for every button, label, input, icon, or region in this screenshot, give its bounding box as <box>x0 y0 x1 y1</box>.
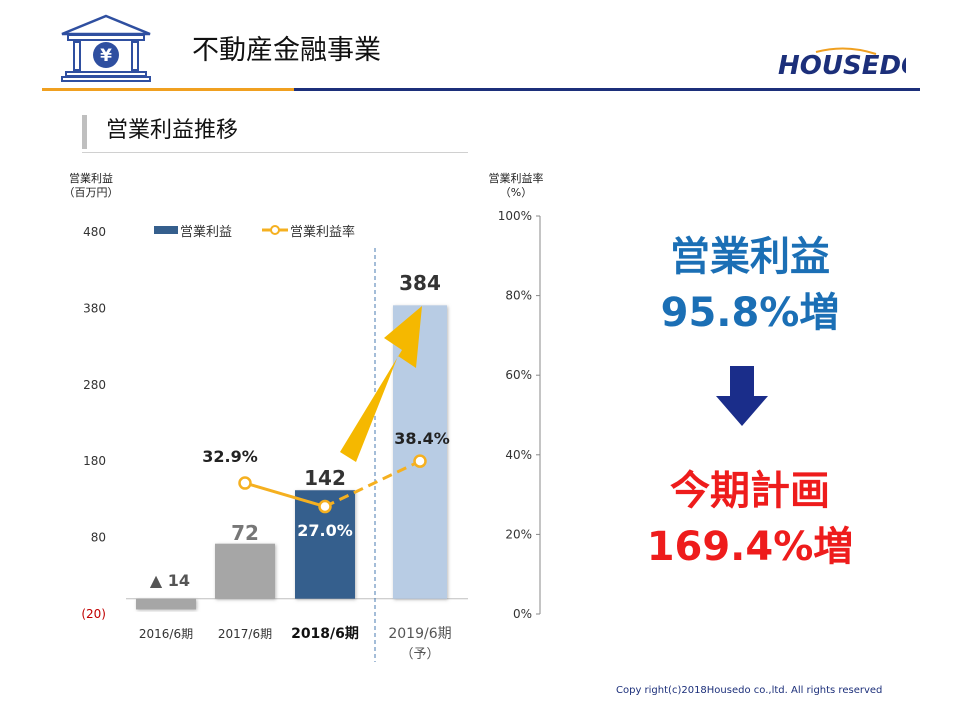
bar-value-label: 384 <box>399 271 441 295</box>
header-rule-navy <box>294 88 920 91</box>
y2-tick-label: 0% <box>513 607 532 621</box>
growth-arrow <box>340 306 422 462</box>
highlight-profit-growth: 95.8%増 <box>660 290 840 336</box>
y-tick-label: 180 <box>83 454 106 468</box>
yen-symbol: ¥ <box>100 46 112 66</box>
logo-text: HOUSEDO <box>778 51 906 81</box>
y2-tick-label: 80% <box>505 289 532 303</box>
x-tick-label: 2016/6期 <box>139 627 193 641</box>
rate-point <box>413 454 427 468</box>
right-axis-label-line2: （%） <box>499 186 533 199</box>
rate-point <box>238 476 252 490</box>
page-title: 不動産金融事業 <box>192 35 381 66</box>
bar-value-label: ▲ 14 <box>150 571 190 590</box>
left-axis-label-line2: （百万円） <box>63 186 119 199</box>
x-tick-note: （予） <box>400 647 439 662</box>
y2-tick-label: 60% <box>505 368 532 382</box>
bar-value-label: 142 <box>304 466 346 490</box>
rate-value-label: 27.0% <box>297 521 353 540</box>
highlight-plan-growth: 169.4%増 <box>646 524 854 570</box>
highlight-profit-label: 営業利益 <box>670 234 830 280</box>
legend-label-rate: 営業利益率 <box>290 224 355 240</box>
y-tick-label: (20) <box>81 607 106 621</box>
y-tick-label: 480 <box>83 225 106 239</box>
x-tick-label: 2018/6期 <box>291 626 359 642</box>
section-underline <box>82 152 468 153</box>
rate-point <box>318 499 332 514</box>
copyright: Copy right(c)2018Housedo co.,ltd. All ri… <box>616 685 883 696</box>
y-tick-label: 380 <box>83 301 106 315</box>
company-logo: HOUSEDO <box>778 47 906 81</box>
x-tick-label: 2019/6期 <box>388 626 451 642</box>
y2-tick-label: 20% <box>505 527 532 541</box>
left-axis-label: 営業利益 （百万円） <box>56 172 126 200</box>
down-arrow-icon <box>716 366 768 426</box>
highlight-plan-label: 今期計画 <box>670 468 830 514</box>
rate-value-label: 32.9% <box>202 447 258 466</box>
section-title: 営業利益推移 <box>106 118 239 143</box>
x-tick-label: 2017/6期 <box>218 627 272 641</box>
bar-2016/6期 <box>136 598 196 610</box>
y-tick-label: 80 <box>91 531 106 545</box>
right-axis-label-line1: 営業利益率 <box>488 172 544 185</box>
rate-line-forecast <box>324 459 421 508</box>
rate-value-label: 38.4% <box>394 429 450 448</box>
legend-swatch-rate-point <box>270 225 280 235</box>
y-tick-label: 280 <box>83 378 106 392</box>
header-rule-orange <box>42 88 294 91</box>
right-axis-label: 営業利益率 （%） <box>476 172 556 200</box>
bar-2017/6期 <box>215 543 275 599</box>
bank-yen-icon: ¥ <box>61 14 151 82</box>
y2-tick-label: 100% <box>498 209 532 223</box>
left-axis-label-line1: 営業利益 <box>69 172 113 185</box>
legend-swatch-profit <box>154 226 178 234</box>
rate-line-actual <box>244 481 326 508</box>
bar-value-label: 72 <box>231 521 259 545</box>
y2-tick-label: 40% <box>505 448 532 462</box>
section-marker <box>82 115 87 149</box>
legend-label-profit: 営業利益 <box>180 224 232 240</box>
